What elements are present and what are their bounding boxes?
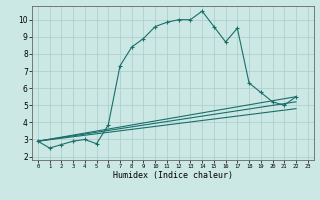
X-axis label: Humidex (Indice chaleur): Humidex (Indice chaleur) bbox=[113, 171, 233, 180]
